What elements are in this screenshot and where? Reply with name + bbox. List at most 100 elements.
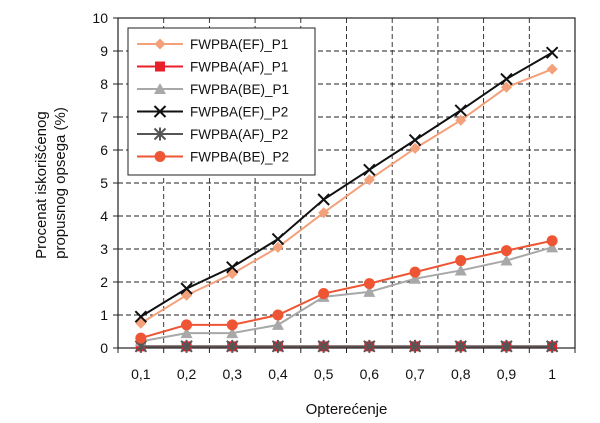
series-line: [140, 246, 553, 343]
legend-item: FWPBA(AF)_P2: [137, 127, 288, 142]
data-point: [226, 260, 239, 274]
data-point: [317, 193, 330, 206]
data-point: [455, 255, 467, 267]
legend-marker: [155, 61, 165, 72]
data-point: [272, 309, 284, 321]
x-tick-label: 0,1: [131, 366, 151, 382]
data-point: [545, 339, 559, 353]
legend-label: FWPBA(AF)_P1: [190, 60, 288, 75]
data-point: [500, 72, 513, 86]
data-point: [363, 339, 376, 353]
y-tick-label: 6: [100, 142, 108, 158]
legend-marker: [153, 127, 167, 141]
x-tick-label: 0,5: [314, 366, 334, 382]
data-point: [226, 339, 239, 353]
data-point: [180, 327, 193, 339]
data-point: [318, 207, 330, 219]
data-point: [271, 232, 285, 246]
x-tick-label: 1: [548, 366, 556, 382]
legend-item: FWPBA(EF)_P1: [137, 37, 288, 52]
data-point: [409, 272, 422, 284]
data-point: [546, 241, 559, 253]
legend-label: FWPBA(BE)_P2: [190, 150, 289, 165]
y-axis-label: Procenat iskorišćenog propusnog opsega (…: [33, 107, 69, 259]
y-tick-label: 3: [100, 241, 108, 257]
data-point: [408, 133, 422, 147]
x-tick-label: 0,4: [268, 366, 288, 382]
data-point: [318, 288, 330, 300]
legend-item: FWPBA(AF)_P1: [137, 60, 288, 75]
data-point: [180, 282, 193, 295]
legend-marker: [154, 151, 166, 162]
data-point: [409, 142, 421, 154]
data-point: [454, 339, 467, 353]
data-point: [363, 285, 376, 297]
data-point: [271, 339, 285, 353]
series-3: [134, 241, 559, 347]
y-axis-label-line-2: propusnog opsega (%): [52, 107, 69, 259]
y-tick-label: 4: [100, 208, 108, 224]
data-point: [455, 114, 467, 126]
legend-marker: [154, 83, 166, 94]
legend-label: FWPBA(EF)_P2: [190, 105, 288, 120]
series-4: [134, 46, 559, 323]
data-point: [317, 339, 330, 353]
data-point: [272, 241, 284, 253]
data-point: [363, 163, 376, 177]
legend: FWPBA(EF)_P1 FWPBA(AF)_P1 FWPBA(BE)_P1 FWPB…: [127, 27, 316, 176]
data-point: [134, 310, 148, 323]
data-point: [546, 63, 558, 75]
x-axis-label: Opterećenje: [306, 401, 388, 418]
y-tick-label: 10: [92, 10, 108, 26]
series-line: [140, 239, 553, 340]
data-point: [500, 339, 513, 353]
y-tick-label: 0: [100, 340, 108, 356]
series-line: [140, 68, 553, 325]
data-point: [363, 278, 375, 290]
x-axis-ticks: 0,1 0,2 0,3 0,4 0,5 0,6 0,7 0,8 0,9 1: [117, 348, 576, 382]
y-tick-label: 2: [100, 274, 108, 290]
x-tick-label: 0,9: [497, 366, 517, 382]
data-point: [500, 81, 512, 93]
data-point: [454, 104, 467, 117]
x-tick-label: 0,2: [177, 366, 197, 382]
legend-item: FWPBA(EF)_P2: [137, 105, 288, 120]
series-layer: [134, 46, 559, 353]
series-line: [140, 51, 553, 318]
legend-item: FWPBA(BE)_P1: [137, 82, 289, 97]
data-point: [135, 332, 147, 344]
y-tick-label: 5: [100, 175, 108, 191]
legend-marker: [153, 105, 167, 118]
x-tick-label: 0,6: [360, 366, 380, 382]
data-point: [545, 46, 559, 59]
data-point: [271, 318, 284, 330]
x-tick-label: 0,3: [223, 366, 243, 382]
data-point: [363, 174, 375, 186]
legend-label: FWPBA(EF)_P1: [190, 37, 288, 52]
y-axis-label-line-1: Procenat iskorišćenog: [33, 111, 50, 259]
legend-box: [127, 27, 316, 176]
data-point: [546, 235, 558, 247]
legend-label: FWPBA(BE)_P1: [190, 82, 289, 97]
data-point: [226, 327, 239, 339]
legend-item: FWPBA(BE)_P2: [137, 150, 289, 165]
data-point: [454, 264, 467, 276]
y-tick-label: 9: [100, 43, 108, 59]
y-tick-label: 8: [100, 76, 108, 92]
data-point: [181, 319, 193, 331]
x-tick-label: 0,7: [405, 366, 425, 382]
series-6: [135, 235, 558, 344]
data-point: [180, 339, 193, 353]
legend-marker: [154, 38, 166, 50]
y-tick-label: 7: [100, 109, 108, 125]
data-point: [500, 254, 513, 266]
series-5: [134, 339, 559, 353]
data-point: [226, 319, 238, 331]
data-point: [500, 245, 512, 257]
x-tick-label: 0,8: [451, 366, 471, 382]
y-tick-label: 1: [100, 307, 108, 323]
data-point: [409, 266, 421, 278]
data-point: [408, 339, 422, 353]
legend-label: FWPBA(AF)_P2: [190, 127, 288, 142]
